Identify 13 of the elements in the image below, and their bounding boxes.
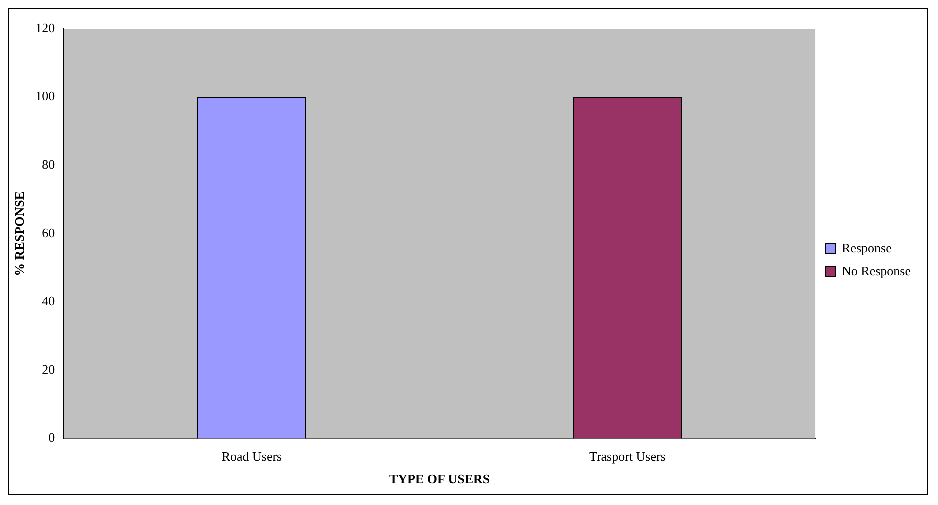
- y-tick-label: 60: [42, 225, 56, 240]
- legend-label: Response: [842, 240, 892, 256]
- y-tick-label: 0: [48, 430, 56, 446]
- legend-label: No Response: [842, 263, 912, 278]
- y-tick-label: 40: [42, 294, 56, 309]
- x-tick-label: Trasport Users: [589, 449, 666, 464]
- y-axis-title: % RESPONSE: [12, 191, 28, 276]
- y-tick-label: 120: [36, 20, 56, 36]
- x-axis-title: TYPE OF USERS: [389, 472, 490, 487]
- x-tick-label: Road Users: [222, 449, 282, 464]
- y-tick-label: 100: [36, 88, 56, 104]
- y-tick-label: 80: [42, 157, 56, 172]
- y-tick-label: 20: [42, 362, 56, 377]
